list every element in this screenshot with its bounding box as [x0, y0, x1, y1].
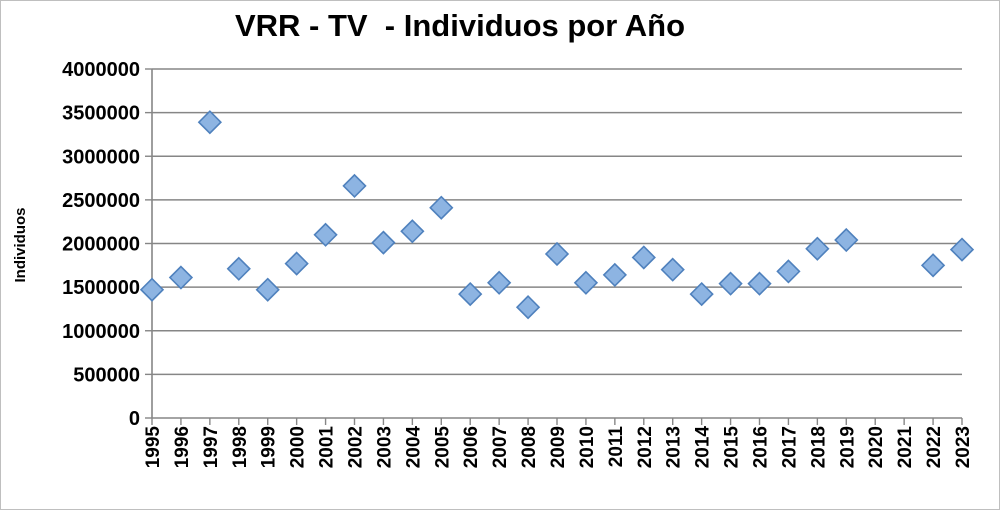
x-tick-label: 2020: [866, 426, 887, 468]
data-point-2003: [371, 230, 396, 255]
x-tick-label: 2006: [461, 426, 482, 468]
x-tick-label: 1999: [259, 426, 280, 468]
y-tick-label: 0: [129, 408, 140, 430]
x-tick-label: 2023: [953, 426, 974, 468]
y-tick-label: 4000000: [62, 59, 140, 81]
x-tick-label: 2005: [432, 426, 453, 469]
x-tick-label: 2003: [374, 426, 395, 468]
data-point-1999: [255, 277, 280, 302]
data-point-1997: [197, 110, 222, 135]
data-point-2010: [573, 270, 599, 295]
gridlines: [152, 68, 962, 376]
x-tick-label: 2018: [808, 426, 829, 468]
x-tick-label: 1997: [201, 426, 222, 468]
data-point-2022: [920, 253, 946, 278]
x-tick-label: 2009: [548, 426, 569, 468]
chart-title: VRR - TV - Individuos por Año: [234, 8, 686, 43]
data-point-2019: [834, 227, 859, 253]
data-point-2005: [429, 195, 454, 220]
y-tick-label: 1000000: [62, 321, 140, 343]
data-point-2000: [284, 251, 309, 276]
data-point-2018: [805, 236, 830, 261]
data-point-2012: [631, 245, 656, 270]
x-tick-label: 2002: [346, 426, 367, 468]
data-point-2011: [602, 262, 627, 288]
x-tick-label: 2013: [664, 426, 685, 468]
data-point-2002: [342, 173, 367, 199]
data-point-2004: [400, 219, 425, 244]
y-axis-label: Individuos: [12, 208, 29, 283]
y-tick-label: 1500000: [62, 277, 140, 299]
x-tick-label: 1996: [172, 426, 193, 468]
data-point-2006: [458, 281, 483, 307]
y-tick-label: 3000000: [62, 146, 140, 168]
x-tick-label: 2021: [895, 426, 916, 469]
x-tick-label: 2022: [924, 426, 945, 468]
x-tick-label: 2008: [519, 426, 540, 468]
x-tick-label: 2011: [606, 426, 627, 468]
x-tick-label: 2001: [317, 426, 338, 469]
x-tick-labels: 1995 1996 1997 1998 1999 2000 2001 2002 2003 2004…: [143, 426, 974, 469]
y-tick-label: 2000000: [62, 234, 140, 256]
y-tick-label: 500000: [73, 364, 140, 386]
x-tick-label: 2019: [837, 426, 858, 468]
x-tick-label: 2016: [751, 426, 772, 468]
x-tick-label: 2000: [288, 426, 309, 468]
x-tick-label: 2012: [635, 426, 656, 468]
x-tick-label: 2007: [490, 426, 511, 468]
x-tick-label: 2014: [693, 426, 714, 469]
data-point-2001: [313, 222, 338, 247]
data-point-1996: [168, 265, 194, 290]
x-tick-label: 2010: [577, 426, 598, 468]
data-point-2016: [747, 271, 772, 296]
data-point-1995: [139, 277, 165, 302]
y-tick-label: 3500000: [62, 103, 140, 125]
x-tick-label: 2004: [403, 426, 424, 469]
data-point-2013: [660, 257, 685, 282]
data-point-2015: [718, 271, 743, 296]
y-tick-labels: 0 500000 1000000 1500000 2000000 2500000 30000…: [62, 59, 140, 430]
data-point-2009: [544, 241, 570, 267]
data-point-1998: [226, 256, 251, 281]
x-tick-label: 1995: [143, 426, 164, 469]
data-point-2017: [776, 259, 801, 284]
axes: [145, 68, 963, 425]
data-point-2023: [949, 237, 975, 262]
x-tick-label: 2015: [722, 426, 743, 469]
x-tick-label: 1998: [230, 426, 251, 468]
y-tick-label: 2500000: [62, 190, 140, 212]
data-points: [139, 110, 975, 320]
x-tick-label: 2017: [779, 426, 800, 468]
data-point-2008: [515, 295, 541, 320]
data-point-2007: [487, 270, 512, 295]
data-point-2014: [689, 281, 714, 307]
